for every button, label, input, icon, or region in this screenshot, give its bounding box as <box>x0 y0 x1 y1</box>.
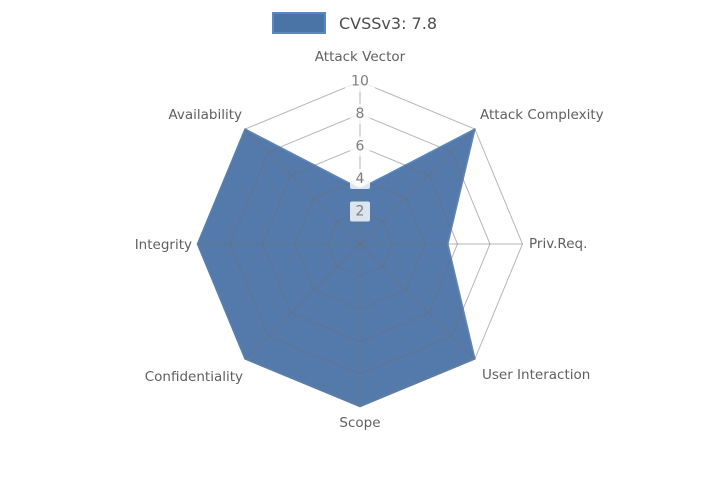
radial-tick-label-8: 8 <box>356 106 365 122</box>
radial-tick-box <box>350 136 370 157</box>
radar-grid <box>196 80 524 408</box>
radial-tick-box <box>350 201 370 222</box>
radial-tick-box <box>345 71 375 92</box>
grid-spoke-attack-complexity <box>359 128 476 245</box>
axis-label-availability: Availability <box>168 107 242 123</box>
radial-tick-box <box>350 169 370 189</box>
axis-label-confidentiality: Confidentiality <box>145 369 243 385</box>
axis-label-integrity: Integrity <box>135 237 192 253</box>
grid-spoke-availability <box>244 128 361 245</box>
radial-tick-label-4: 4 <box>356 171 365 187</box>
axis-label-user-interaction: User Interaction <box>482 367 590 383</box>
grid-spoke-user-interaction <box>359 243 476 360</box>
radial-tick-label-2: 2 <box>356 204 365 220</box>
axis-label-priv-req: Priv.Req. <box>529 236 587 252</box>
radial-tick-label-10: 10 <box>351 74 369 90</box>
chart-legend: CVSSv3: 7.8 <box>272 10 437 36</box>
axis-label-scope: Scope <box>339 415 380 431</box>
legend-label: CVSSv3: 7.8 <box>339 13 437 33</box>
axis-label-attack-vector: Attack Vector <box>315 49 406 65</box>
grid-spoke-confidentiality <box>244 243 361 360</box>
axis-label-attack-complexity: Attack Complexity <box>480 107 604 123</box>
legend-swatch <box>272 12 326 34</box>
radial-tick-box <box>350 104 370 124</box>
radial-tick-label-6: 6 <box>356 139 365 155</box>
